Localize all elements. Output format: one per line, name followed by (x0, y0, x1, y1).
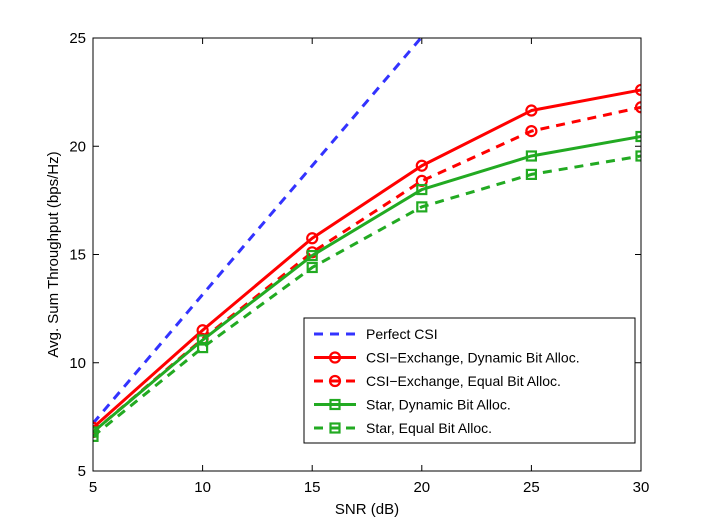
series-4-point (525, 150, 538, 162)
series-5-point (306, 261, 318, 274)
series-layer (93, 38, 641, 442)
legend-marker (329, 398, 341, 411)
x-tick-label: 30 (633, 479, 650, 496)
series-2-point (306, 232, 319, 245)
series-3-point (634, 101, 641, 114)
y-tick-label: 15 (69, 247, 86, 264)
legend-item-4: Star, Dynamic Bit Alloc. (314, 397, 511, 413)
y-tick-label: 25 (69, 30, 86, 47)
x-tick-label: 10 (194, 479, 211, 496)
x-tick-label: 5 (89, 479, 97, 496)
x-tick-label: 20 (413, 479, 430, 496)
x-axis-title: SNR (dB) (335, 501, 399, 518)
y-tick-label: 20 (69, 138, 86, 155)
series-5-point (525, 168, 538, 180)
series-4-line (93, 135, 641, 434)
legend-label: Star, Equal Bit Alloc. (366, 420, 492, 436)
series-4-point (416, 183, 428, 196)
series-4-point (635, 130, 641, 143)
series-5-point (93, 430, 99, 442)
y-tick-label: 10 (69, 355, 86, 372)
series-5-point (197, 341, 209, 354)
series-3-point (525, 124, 538, 138)
series-5 (93, 150, 641, 442)
series-5-point (635, 150, 641, 162)
series-2-point (415, 159, 428, 172)
axes: 5 10 15 20 25 30 5 10 15 20 25 (69, 30, 649, 496)
series-4-point (197, 334, 209, 346)
series-1-line (93, 38, 423, 425)
legend-label: Star, Dynamic Bit Alloc. (366, 397, 511, 413)
y-tick-label: 5 (78, 463, 86, 480)
series-2-line (93, 88, 641, 429)
legend-item-1: Perfect CSI (314, 326, 438, 342)
legend-label: Perfect CSI (366, 326, 438, 342)
series-4-point (306, 249, 318, 262)
y-axis-title: Avg. Sum Throughput (bps/Hz) (45, 151, 62, 357)
series-2-point (525, 104, 538, 117)
x-tick-label: 15 (304, 479, 321, 496)
series-5-line (93, 154, 641, 438)
legend-box (303, 317, 636, 444)
legend-label: CSI−Exchange, Dynamic Bit Alloc. (366, 350, 580, 366)
legend-marker (328, 351, 342, 364)
legend-item-3: CSI−Exchange, Equal Bit Alloc. (314, 373, 561, 389)
legend-label: CSI−Exchange, Equal Bit Alloc. (366, 373, 561, 389)
legend-marker (329, 422, 341, 434)
series-1 (93, 38, 423, 425)
series-2-point (634, 83, 641, 97)
legend-marker (328, 374, 342, 388)
legend-item-2: CSI−Exchange, Dynamic Bit Alloc. (314, 350, 580, 366)
legend-item-5: Star, Equal Bit Alloc. (314, 420, 492, 436)
x-tick-label: 25 (523, 479, 540, 496)
series-5-point (416, 201, 428, 213)
legend: Perfect CSI CSI−Exchange, Dynamic Bit All… (303, 317, 636, 444)
